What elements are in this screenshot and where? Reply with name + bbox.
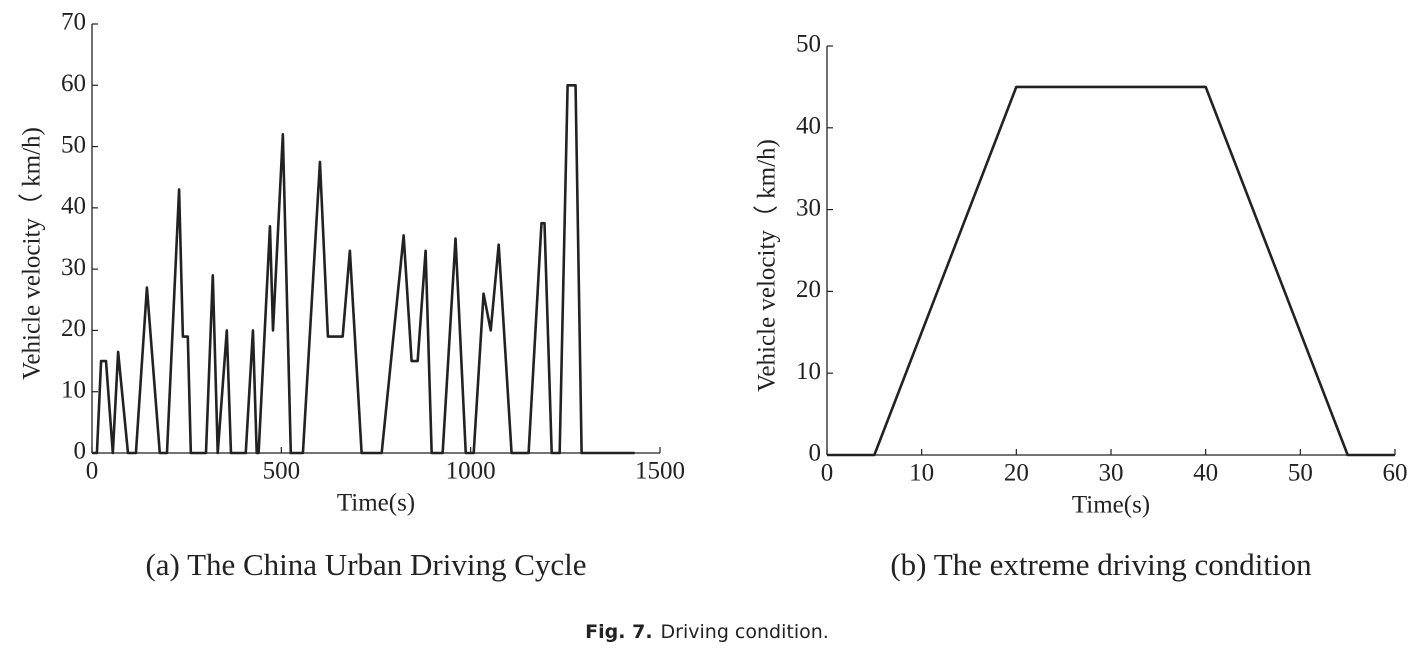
- x-tick-label: 1000: [446, 458, 496, 485]
- y-tick-label: 0: [74, 438, 87, 465]
- chart-caption: (b) The extreme driving condition: [890, 547, 1312, 582]
- x-tick-label: 1500: [635, 458, 685, 485]
- x-axis-label: Time(s): [337, 490, 415, 517]
- x-tick-label: 20: [1004, 460, 1029, 487]
- x-tick-label: 0: [86, 458, 99, 485]
- data-line: [92, 83, 635, 455]
- y-tick-label: 50: [796, 31, 821, 58]
- chart-caption: (a) The China Urban Driving Cycle: [145, 547, 586, 582]
- y-tick-label: 10: [796, 358, 821, 385]
- figure-label: Fig. 7.: [585, 621, 652, 643]
- y-axis-label: Vehicle velocity（ km/h): [18, 127, 46, 380]
- figure-text: Driving condition.: [661, 621, 829, 643]
- y-tick-label: 20: [796, 276, 821, 303]
- y-tick-label: 40: [796, 113, 821, 140]
- y-tick-label: 60: [61, 70, 86, 97]
- y-tick-label: 30: [61, 254, 86, 281]
- y-tick-label: 20: [61, 315, 86, 342]
- data-line: [827, 85, 1395, 457]
- figure-caption: Fig. 7. Driving condition.: [585, 621, 829, 643]
- x-tick-label: 30: [1099, 460, 1124, 487]
- y-tick-label: 10: [61, 376, 86, 403]
- x-tick-label: 60: [1383, 460, 1408, 487]
- y-tick-label: 0: [809, 440, 822, 467]
- x-tick-label: 0: [821, 460, 834, 487]
- y-axis-label: Vehicle velocity（ km/h): [753, 139, 781, 392]
- y-tick-label: 30: [796, 194, 821, 221]
- y-tick-label: 40: [61, 193, 86, 220]
- y-tick-label: 50: [61, 131, 86, 158]
- y-tick-label: 70: [61, 9, 86, 36]
- x-axis-label: Time(s): [1072, 492, 1150, 519]
- x-tick-label: 40: [1193, 460, 1218, 487]
- x-tick-label: 500: [263, 458, 301, 485]
- x-tick-label: 50: [1288, 460, 1313, 487]
- x-tick-label: 10: [909, 460, 934, 487]
